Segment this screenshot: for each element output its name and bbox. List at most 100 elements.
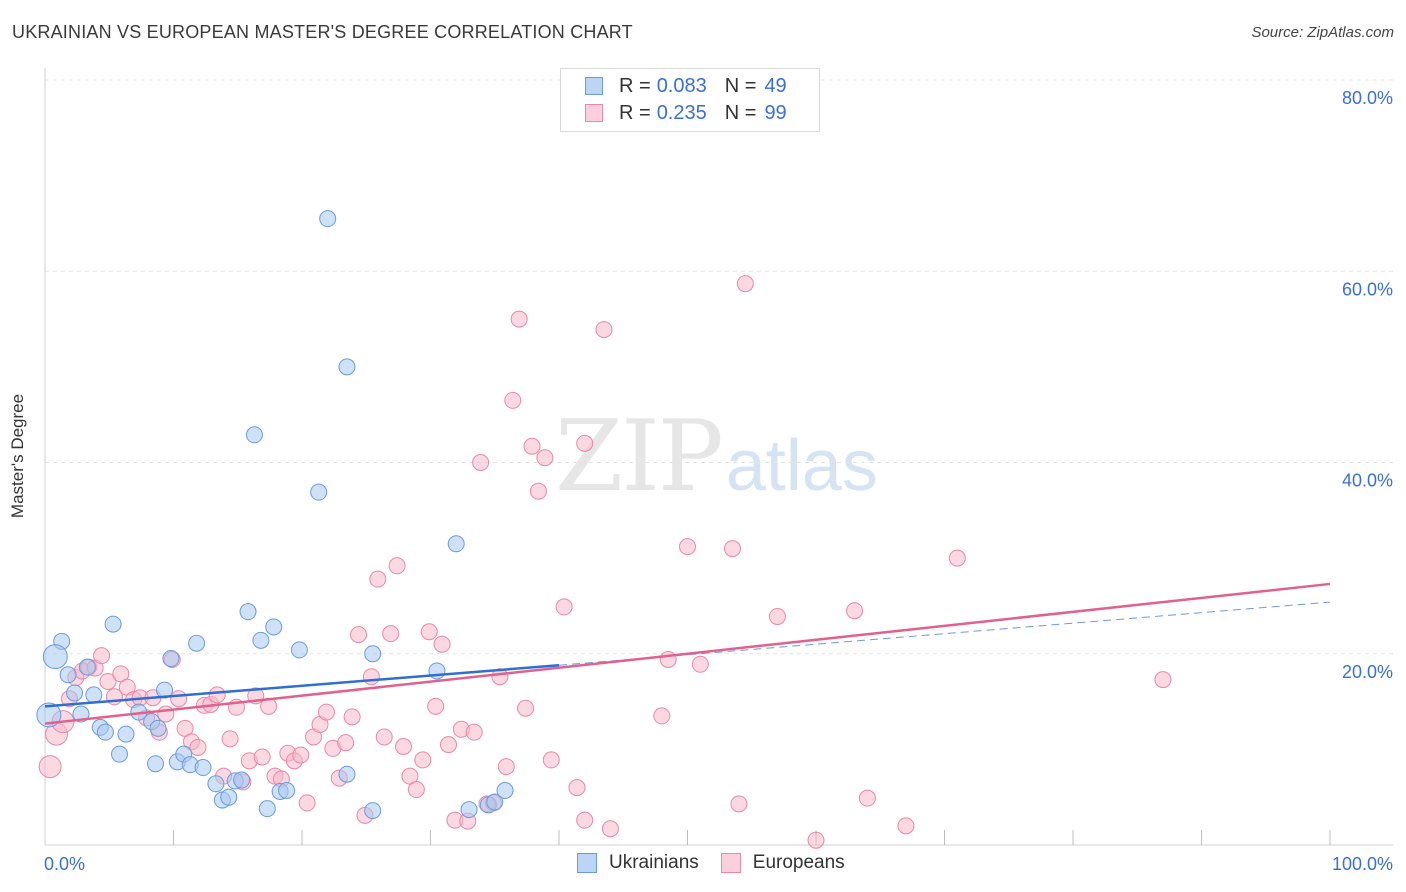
y-tick-label-40: 40.0% — [1342, 471, 1393, 491]
legend-n-label: N = — [724, 101, 757, 124]
ukrainians-point — [188, 634, 206, 652]
europeans-trend-line — [44, 582, 1331, 725]
ukrainians-point — [96, 723, 114, 741]
legend-r-label: R = — [619, 74, 651, 97]
legend-swatch-blue — [585, 77, 603, 95]
ukrainians-point — [245, 426, 263, 444]
y-tick-label-80: 80.0% — [1342, 88, 1393, 108]
europeans-point — [576, 434, 594, 452]
ukrainians-trend-extension — [558, 601, 1331, 666]
tick-labels: 20.0% 40.0% 60.0% 80.0% 0.0% 100.0% — [44, 88, 1393, 874]
europeans-point — [189, 738, 207, 756]
europeans-point — [208, 686, 226, 704]
ukrainians-point — [36, 702, 62, 728]
x-tick-label-min: 0.0% — [44, 854, 85, 874]
legend-r-value: 0.235 — [656, 101, 707, 124]
chart-title: UKRAINIAN VS EUROPEAN MASTER'S DEGREE CO… — [12, 22, 633, 42]
europeans-point — [221, 730, 239, 748]
legend-row-europeans: R = 0.235 N = 99 — [585, 100, 787, 126]
ukrainians-point — [319, 210, 337, 228]
europeans-point — [529, 482, 547, 500]
europeans-point — [382, 625, 400, 643]
ukrainians-point — [42, 644, 68, 670]
europeans-point — [542, 751, 560, 769]
ukrainians-point — [117, 725, 135, 743]
watermark: ZIPatlas — [555, 400, 878, 514]
legend-row-ukrainians: R = 0.083 N = 49 — [585, 73, 787, 99]
europeans-point — [427, 697, 445, 715]
europeans-point — [948, 549, 966, 567]
ukrainians-point — [162, 650, 180, 668]
europeans-point — [93, 647, 111, 665]
europeans-point — [536, 449, 554, 467]
europeans-point — [504, 391, 522, 409]
europeans-point — [439, 736, 457, 754]
legend-swatch-pink — [585, 104, 603, 122]
ukrainians-point — [59, 666, 77, 684]
europeans-point — [897, 817, 915, 835]
watermark-zip: ZIP — [555, 400, 724, 514]
europeans-point — [691, 655, 709, 673]
europeans-point — [465, 723, 483, 741]
europeans-point — [369, 570, 387, 588]
ukrainians-point — [194, 759, 212, 777]
trend-lines — [44, 582, 1331, 725]
europeans-point — [350, 626, 368, 644]
europeans-point — [736, 275, 754, 293]
ukrainians-point — [338, 765, 356, 783]
legend-item-europeans: Europeans — [720, 852, 845, 874]
correlation-legend: R = 0.083 N = 49 R = 0.235 N = 99 — [560, 68, 820, 132]
europeans-point — [343, 708, 361, 726]
ukrainians-point — [338, 358, 356, 376]
europeans-point — [659, 650, 677, 668]
ukrainians-point — [111, 745, 129, 763]
europeans-point — [433, 635, 451, 653]
europeans-point — [653, 707, 671, 725]
europeans-point — [730, 795, 748, 813]
europeans-point — [723, 540, 741, 558]
europeans-point — [317, 703, 335, 721]
axes — [44, 68, 1393, 846]
europeans-points — [38, 275, 1172, 849]
series-legend: Ukrainians Europeans — [577, 852, 867, 874]
europeans-point — [679, 538, 696, 556]
ukrainians-point — [310, 483, 328, 501]
ukrainians-point — [147, 755, 165, 773]
europeans-point — [337, 734, 355, 752]
ukrainians-point — [460, 801, 478, 819]
ukrainians-point — [156, 681, 174, 699]
y-tick-label-20: 20.0% — [1342, 662, 1393, 682]
ukrainians-point — [486, 793, 504, 811]
ukrainians-point — [364, 645, 382, 663]
europeans-point — [362, 668, 380, 686]
europeans-point — [568, 779, 586, 797]
europeans-point — [420, 623, 438, 641]
europeans-point — [414, 751, 432, 769]
europeans-point — [858, 789, 876, 807]
europeans-point — [170, 690, 188, 708]
europeans-point — [510, 310, 528, 328]
ukrainians-point — [496, 781, 514, 799]
europeans-point — [388, 557, 406, 575]
ukrainians-point — [265, 618, 283, 636]
watermark-atlas: atlas — [725, 426, 878, 506]
ukrainians-point — [447, 535, 465, 553]
grid-lines — [45, 79, 1393, 655]
europeans-point — [807, 831, 825, 849]
ukrainians-point — [364, 802, 382, 820]
x-tick-label-max: 100.0% — [1332, 854, 1393, 874]
europeans-point — [292, 746, 310, 764]
europeans-point — [395, 738, 413, 756]
europeans-point — [99, 672, 117, 690]
ukrainians-point — [252, 631, 270, 649]
legend-n-value: 99 — [764, 101, 787, 124]
ukrainians-point — [149, 719, 167, 737]
y-tick-label-60: 60.0% — [1342, 279, 1393, 299]
europeans-point — [595, 321, 613, 339]
europeans-point — [472, 454, 490, 471]
ukrainians-point — [239, 603, 257, 621]
europeans-point — [375, 728, 393, 746]
europeans-point — [157, 705, 175, 723]
ukrainians-point — [104, 615, 122, 633]
